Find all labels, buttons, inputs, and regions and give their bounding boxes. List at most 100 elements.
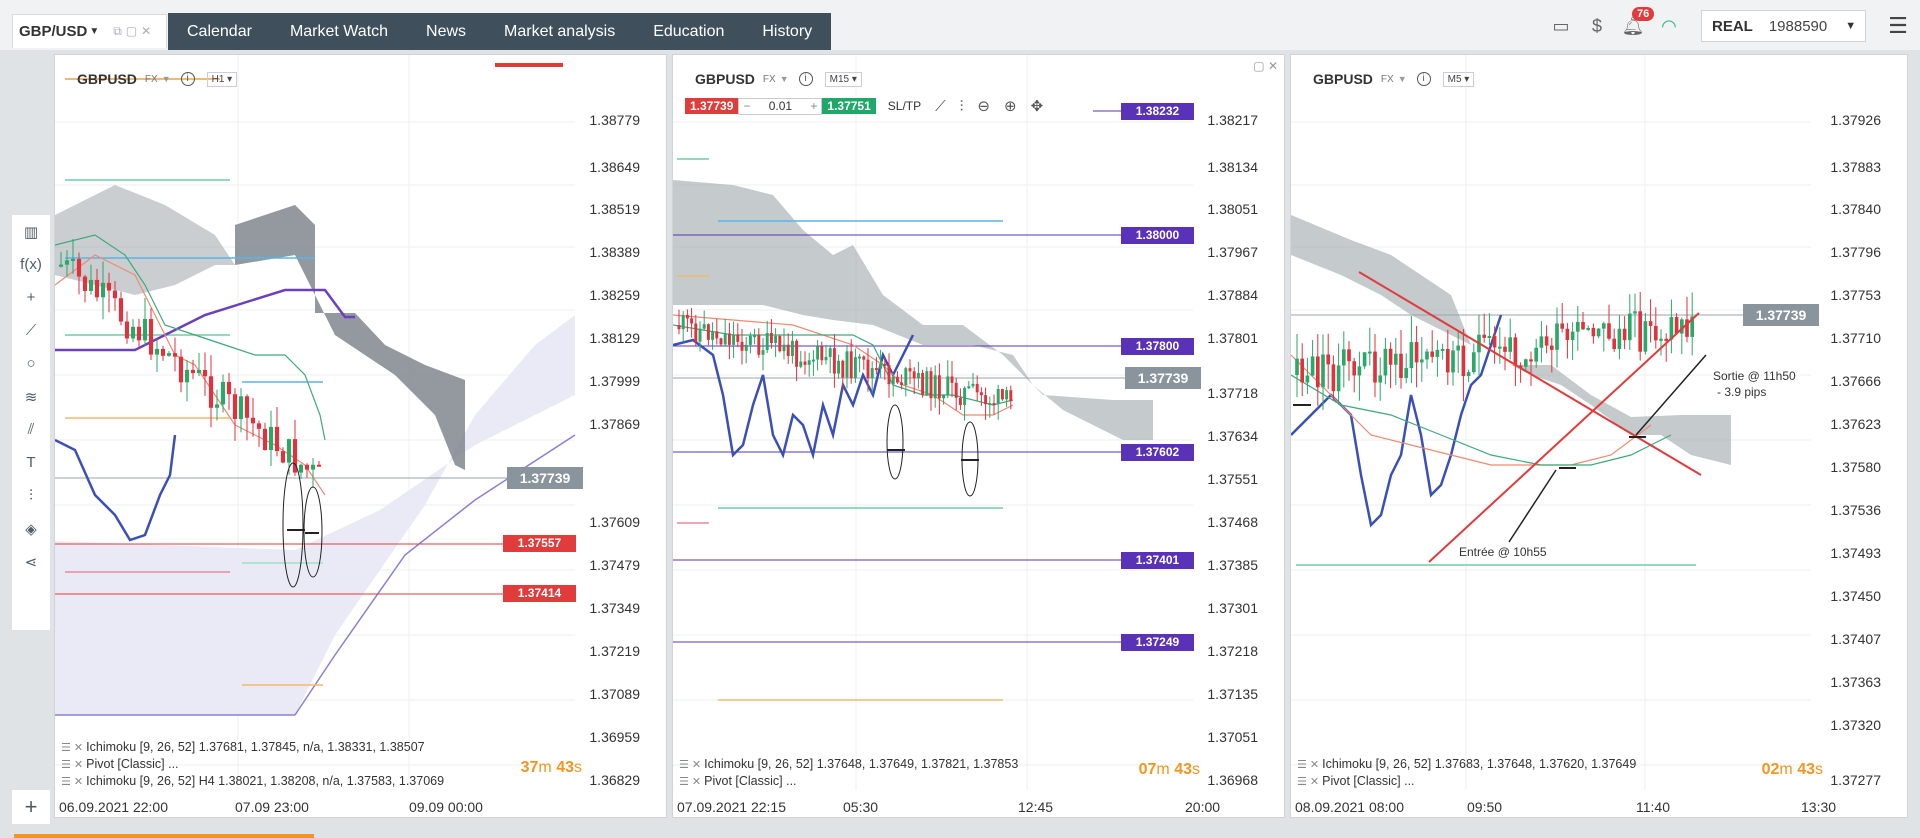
nav-news[interactable]: News	[426, 23, 467, 40]
price-level-tag[interactable]: 1.37800	[1121, 338, 1194, 355]
line-chart-icon[interactable]: ⟋	[935, 97, 946, 115]
window-controls-icon[interactable]: ▢ ✕	[1253, 59, 1278, 73]
price-level-tag[interactable]: 1.37401	[1121, 552, 1194, 569]
hamburger-menu-icon[interactable]: ☰	[1888, 13, 1908, 38]
price-level-tag[interactable]: 1.37557	[503, 535, 576, 552]
y-tick: 1.37277	[1830, 772, 1881, 788]
chart-canvas[interactable]	[1291, 55, 1908, 818]
chevron-down-icon[interactable]: ▼	[1397, 74, 1407, 84]
buy-button[interactable]: 1.37751	[822, 98, 876, 114]
currency-exchange-icon[interactable]: $	[1591, 15, 1602, 36]
candle-body	[280, 451, 286, 463]
legend-item[interactable]: ☰ ✕ Ichimoku [9, 26, 52] 1.37683, 1.37648…	[1297, 757, 1636, 771]
trendline-icon[interactable]: ⟋	[25, 322, 37, 339]
candle-body	[1508, 337, 1513, 352]
text-icon[interactable]: T	[26, 454, 36, 471]
zoom-out-icon[interactable]: ⊖	[977, 98, 990, 115]
chart-canvas[interactable]	[55, 55, 667, 818]
price-level-tag[interactable]: 1.38232	[1121, 103, 1194, 120]
timer-minutes: 07	[1138, 761, 1157, 778]
legend-item[interactable]: ☰ ✕ Pivot [Classic] ...	[61, 757, 179, 771]
y-tick: 1.37926	[1830, 112, 1881, 128]
nav-history[interactable]: History	[762, 23, 813, 40]
indicator-icon[interactable]: ⫶	[29, 487, 33, 504]
candle-body	[748, 335, 752, 345]
crosshair-icon[interactable]: +	[26, 289, 36, 306]
timer-seconds-unit: s	[1815, 761, 1823, 778]
info-icon[interactable]: i	[1416, 72, 1431, 86]
trade-bar: 1.37739 − 0.01 + 1.37751 SL/TP ⟋ ⫶ ⊖ ⊕ ✥	[685, 97, 1043, 115]
price-level-tag[interactable]: 1.38000	[1121, 227, 1194, 244]
bell-icon[interactable]: 🔔︎ 76	[1618, 7, 1655, 41]
candle-body	[1575, 321, 1580, 332]
candle-body	[992, 403, 996, 406]
chart-canvas[interactable]	[673, 55, 1285, 818]
legend-item[interactable]: ☰ ✕ Pivot [Classic] ...	[1297, 774, 1415, 788]
chart-panel-m5[interactable]: GBPUSD FX ▼ i M5 ▾ Sortie @ 11h50 - 3.9 …	[1290, 54, 1908, 818]
timeframe-select[interactable]: M5 ▾	[1442, 71, 1475, 87]
minus-icon[interactable]: −	[743, 99, 751, 113]
chevron-down-icon[interactable]: ▼	[779, 74, 789, 84]
sell-button[interactable]: 1.37739	[685, 98, 739, 114]
timeframe-select[interactable]: H1 ▾	[206, 71, 238, 87]
candle-body	[1596, 328, 1601, 337]
function-icon[interactable]: f(x)	[20, 256, 42, 273]
nav-calendar[interactable]: Calendar	[187, 23, 252, 40]
candle-body	[1440, 348, 1445, 351]
list-icon[interactable]: ☰ ✕	[679, 759, 702, 771]
layers-icon[interactable]: ◈	[25, 520, 37, 538]
symbol-tab[interactable]: GBP/USD ▼ ⧉▢✕	[12, 14, 167, 48]
legend-item[interactable]: ☰ ✕ Ichimoku [9, 26, 52] 1.37681, 1.37845…	[61, 740, 425, 754]
chart-symbol[interactable]: GBPUSD	[77, 71, 137, 87]
add-chart-button[interactable]: +	[12, 790, 50, 824]
legend-item[interactable]: ☰ ✕ Ichimoku [9, 26, 52] 1.37648, 1.37649…	[679, 757, 1018, 771]
candle-body	[1409, 342, 1414, 369]
y-tick: 1.37479	[589, 557, 640, 573]
candle-body	[723, 333, 727, 345]
list-icon[interactable]: ☰ ✕	[1297, 759, 1320, 771]
list-icon[interactable]: ☰ ✕	[61, 742, 84, 754]
nav-market-watch[interactable]: Market Watch	[289, 23, 389, 40]
chart-symbol[interactable]: GBPUSD	[1313, 71, 1373, 87]
chart-panel-m15[interactable]: ▢ ✕ GBPUSD FX ▼ i M15 ▾ 1.37739 − 0.01 + 1…	[672, 54, 1285, 818]
bars-icon[interactable]: ▥	[23, 223, 39, 241]
info-icon[interactable]: i	[180, 72, 195, 86]
legend-item[interactable]: ☰ ✕ Ichimoku [9, 26, 52] H4 1.38021, 1.38…	[61, 774, 444, 788]
info-icon[interactable]: i	[798, 72, 813, 86]
window-controls-icon[interactable]: ⧉▢✕	[113, 24, 156, 38]
sltp-button[interactable]: SL/TP	[887, 99, 922, 113]
account-selector[interactable]: REAL 1988590 ▼	[1701, 10, 1866, 42]
timeframe-select[interactable]: M15 ▾	[824, 71, 862, 87]
layout-icon[interactable]: ▭	[1552, 15, 1570, 36]
candle-body	[803, 361, 807, 365]
circle-icon[interactable]: ○	[26, 355, 36, 372]
price-level-tag[interactable]: 1.37414	[503, 585, 576, 602]
candle-body	[1690, 316, 1695, 337]
list-icon[interactable]: ☰ ✕	[61, 759, 84, 771]
entry-annotation[interactable]: Entrée @ 10h55	[1459, 545, 1547, 559]
exit-annotation[interactable]: Sortie @ 11h50 - 3.9 pips	[1713, 368, 1796, 400]
share-icon[interactable]: ⋖	[24, 553, 38, 571]
list-icon[interactable]: ☰ ✕	[679, 776, 702, 788]
list-icon[interactable]: ☰ ✕	[1297, 776, 1320, 788]
chevron-down-icon[interactable]: ▼	[161, 74, 171, 84]
list-icon[interactable]: ☰ ✕	[61, 776, 84, 788]
chart-header: GBPUSD FX ▼ i H1 ▾	[77, 71, 238, 87]
plus-icon[interactable]: +	[810, 99, 818, 113]
quantity-stepper[interactable]: − 0.01 +	[738, 97, 823, 115]
move-icon[interactable]: ✥	[1030, 98, 1044, 115]
fibonacci-icon[interactable]: ≋	[24, 388, 38, 406]
nav-market-analysis[interactable]: Market analysis	[504, 23, 616, 40]
candlestick-icon[interactable]: ⫶	[959, 97, 964, 115]
candle-body	[782, 344, 786, 352]
nav-education[interactable]: Education	[653, 23, 725, 40]
price-level-tag[interactable]: 1.37602	[1121, 444, 1194, 461]
chart-panel-h1[interactable]: GBPUSD FX ▼ i H1 ▾ 1.38779 1.38649 1.385…	[54, 54, 667, 818]
chevron-down-icon[interactable]: ▼	[89, 26, 100, 37]
legend-item[interactable]: ☰ ✕ Pivot [Classic] ...	[679, 774, 797, 788]
pitchfork-icon[interactable]: ⫽	[27, 421, 35, 438]
zoom-in-icon[interactable]: ⊕	[1004, 98, 1017, 115]
chart-symbol[interactable]: GBPUSD	[695, 71, 755, 87]
price-level-tag[interactable]: 1.37249	[1121, 634, 1194, 651]
quantity-value[interactable]: 0.01	[768, 99, 793, 113]
